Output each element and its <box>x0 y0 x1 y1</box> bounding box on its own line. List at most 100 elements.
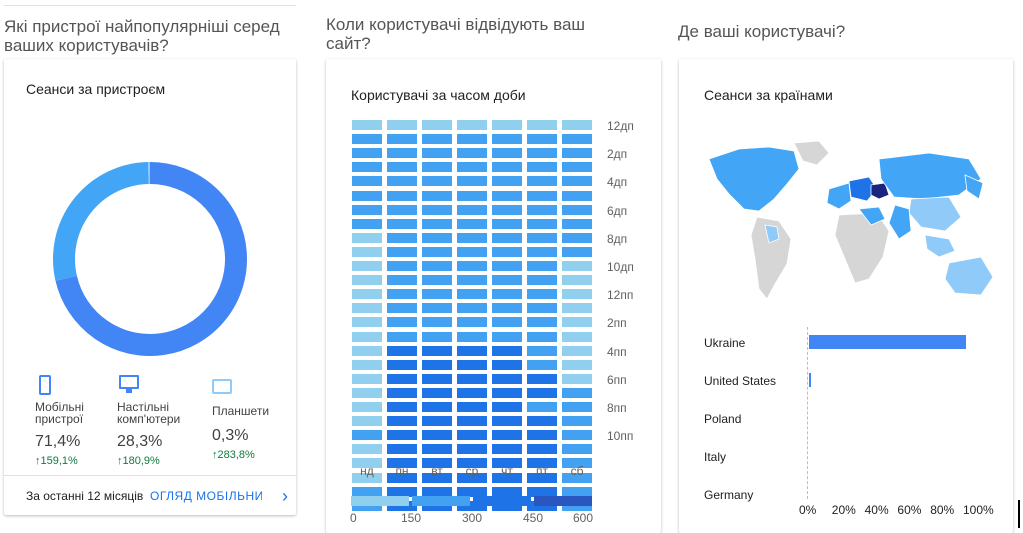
heatmap-cell[interactable] <box>527 345 557 356</box>
heatmap-cell[interactable] <box>352 402 382 413</box>
heatmap-cell[interactable] <box>527 176 557 187</box>
heatmap-cell[interactable] <box>422 190 452 201</box>
heatmap-cell[interactable] <box>352 472 382 483</box>
heatmap-cell[interactable] <box>352 176 382 187</box>
heatmap-cell[interactable] <box>457 472 487 483</box>
heatmap-cell[interactable] <box>527 289 557 300</box>
heatmap-cell[interactable] <box>422 134 452 145</box>
heatmap-cell[interactable] <box>352 486 382 497</box>
map-region-middle-east[interactable] <box>858 206 886 226</box>
heatmap-cell[interactable] <box>422 275 452 286</box>
heatmap-cell[interactable] <box>352 303 382 314</box>
heatmap-cell[interactable] <box>492 472 522 483</box>
heatmap-cell[interactable] <box>457 176 487 187</box>
heatmap-cell[interactable] <box>387 176 417 187</box>
heatmap-cell[interactable] <box>387 289 417 300</box>
heatmap-cell[interactable] <box>352 134 382 145</box>
heatmap-cell[interactable] <box>457 120 487 131</box>
heatmap-cell[interactable] <box>562 472 592 483</box>
heatmap-cell[interactable] <box>562 218 592 229</box>
heatmap-cell[interactable] <box>527 331 557 342</box>
heatmap-cell[interactable] <box>562 246 592 257</box>
heatmap-cell[interactable] <box>457 331 487 342</box>
heatmap-cell[interactable] <box>422 387 452 398</box>
map-region-ukraine[interactable] <box>870 182 890 200</box>
heatmap-cell[interactable] <box>492 190 522 201</box>
heatmap-cell[interactable] <box>387 232 417 243</box>
heatmap-cell[interactable] <box>562 402 592 413</box>
heatmap-cell[interactable] <box>387 275 417 286</box>
heatmap-cell[interactable] <box>492 148 522 159</box>
map-region-north-america[interactable] <box>708 146 800 212</box>
heatmap-cell[interactable] <box>387 444 417 455</box>
heatmap-cell[interactable] <box>492 331 522 342</box>
heatmap-cell[interactable] <box>492 416 522 427</box>
heatmap-cell[interactable] <box>527 317 557 328</box>
heatmap-cell[interactable] <box>492 232 522 243</box>
heatmap-cell[interactable] <box>492 120 522 131</box>
heatmap-cell[interactable] <box>422 176 452 187</box>
country-bar[interactable] <box>809 373 811 387</box>
heatmap-cell[interactable] <box>527 232 557 243</box>
heatmap-cell[interactable] <box>387 345 417 356</box>
heatmap-cell[interactable] <box>457 416 487 427</box>
heatmap-cell[interactable] <box>352 218 382 229</box>
heatmap-cell[interactable] <box>387 120 417 131</box>
heatmap-cell[interactable] <box>527 416 557 427</box>
heatmap-cell[interactable] <box>422 289 452 300</box>
heatmap-cell[interactable] <box>527 275 557 286</box>
heatmap-cell[interactable] <box>387 402 417 413</box>
heatmap-cell[interactable] <box>352 148 382 159</box>
map-region-india[interactable] <box>888 204 912 240</box>
heatmap-cell[interactable] <box>457 359 487 370</box>
donut-slice-mobile[interactable] <box>55 162 247 356</box>
heatmap-cell[interactable] <box>492 430 522 441</box>
heatmap-cell[interactable] <box>422 303 452 314</box>
map-region-australia[interactable] <box>944 256 994 296</box>
heatmap-cell[interactable] <box>527 458 557 469</box>
map-region-southeast-asia[interactable] <box>924 234 956 258</box>
heatmap-cell[interactable] <box>387 246 417 257</box>
heatmap-cell[interactable] <box>422 317 452 328</box>
heatmap-cell[interactable] <box>422 472 452 483</box>
heatmap-cell[interactable] <box>562 148 592 159</box>
heatmap-cell[interactable] <box>387 317 417 328</box>
heatmap-cell[interactable] <box>527 246 557 257</box>
heatmap-cell[interactable] <box>492 317 522 328</box>
heatmap-cell[interactable] <box>387 430 417 441</box>
heatmap-cell[interactable] <box>422 232 452 243</box>
heatmap-cell[interactable] <box>527 120 557 131</box>
heatmap-cell[interactable] <box>457 458 487 469</box>
heatmap-cell[interactable] <box>457 204 487 215</box>
heatmap-cell[interactable] <box>492 486 522 497</box>
heatmap-cell[interactable] <box>457 232 487 243</box>
heatmap-cell[interactable] <box>492 176 522 187</box>
heatmap-cell[interactable] <box>422 430 452 441</box>
heatmap-cell[interactable] <box>562 387 592 398</box>
heatmap-cell[interactable] <box>492 275 522 286</box>
heatmap-cell[interactable] <box>352 444 382 455</box>
heatmap-cell[interactable] <box>562 317 592 328</box>
heatmap-cell[interactable] <box>422 458 452 469</box>
heatmap-cell[interactable] <box>457 387 487 398</box>
heatmap-cell[interactable] <box>527 472 557 483</box>
heatmap-cell[interactable] <box>492 359 522 370</box>
heatmap-cell[interactable] <box>562 275 592 286</box>
heatmap-cell[interactable] <box>457 430 487 441</box>
heatmap-cell[interactable] <box>527 134 557 145</box>
heatmap-cell[interactable] <box>387 472 417 483</box>
heatmap-cell[interactable] <box>352 359 382 370</box>
heatmap-cell[interactable] <box>352 416 382 427</box>
heatmap-cell[interactable] <box>562 190 592 201</box>
map-region-greenland[interactable] <box>793 140 830 166</box>
heatmap-cell[interactable] <box>492 303 522 314</box>
heatmap-cell[interactable] <box>492 373 522 384</box>
heatmap-cell[interactable] <box>492 402 522 413</box>
heatmap-cell[interactable] <box>562 204 592 215</box>
map-region-japan-region[interactable] <box>964 174 984 200</box>
heatmap-cell[interactable] <box>492 345 522 356</box>
heatmap-cell[interactable] <box>527 303 557 314</box>
heatmap-cell[interactable] <box>422 373 452 384</box>
map-region-south-america[interactable] <box>750 216 792 300</box>
heatmap-cell[interactable] <box>422 148 452 159</box>
